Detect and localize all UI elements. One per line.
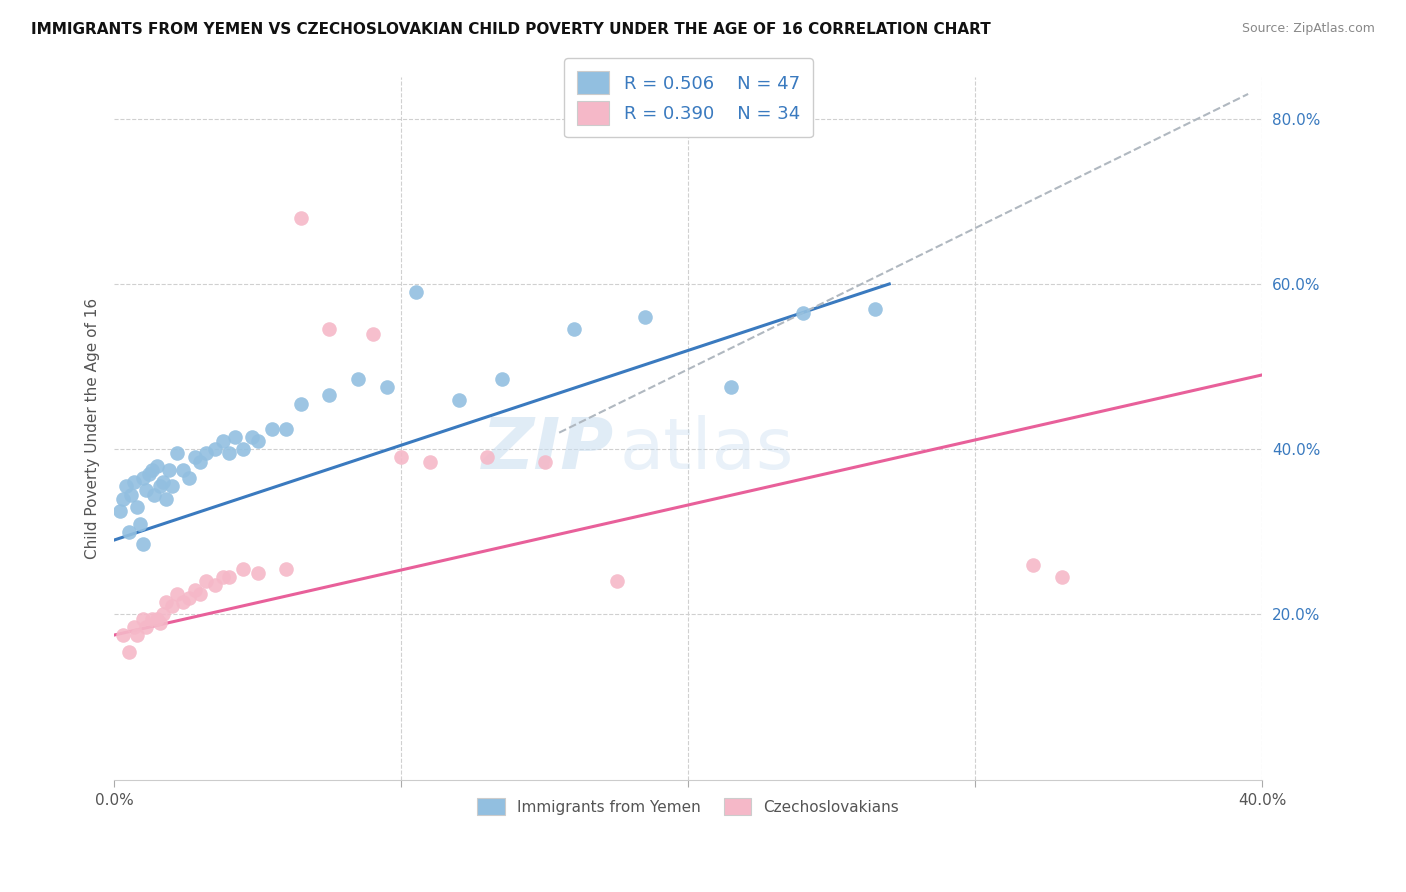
Point — [792, 306, 814, 320]
Point — [183, 450, 205, 465]
Point — [375, 380, 398, 394]
Point — [447, 392, 470, 407]
Point — [166, 446, 188, 460]
Point — [183, 582, 205, 597]
Point — [606, 574, 628, 589]
Point — [262, 421, 284, 435]
Point — [141, 611, 163, 625]
Text: atlas: atlas — [620, 415, 794, 484]
Point — [246, 434, 269, 448]
Point — [124, 620, 146, 634]
Point — [634, 310, 657, 324]
Point — [124, 475, 146, 490]
Point — [160, 479, 183, 493]
Point — [533, 454, 555, 468]
Point — [224, 430, 246, 444]
Point — [146, 458, 169, 473]
Point — [160, 599, 183, 614]
Point — [204, 442, 226, 457]
Point — [149, 615, 172, 630]
Point — [361, 326, 384, 341]
Point — [218, 570, 240, 584]
Point — [562, 322, 585, 336]
Point — [212, 570, 235, 584]
Y-axis label: Child Poverty Under the Age of 16: Child Poverty Under the Age of 16 — [86, 298, 100, 559]
Point — [1050, 570, 1073, 584]
Point — [405, 285, 427, 300]
Point — [290, 211, 312, 225]
Point — [141, 463, 163, 477]
Point — [152, 475, 174, 490]
Point — [212, 434, 235, 448]
Point — [232, 562, 254, 576]
Point — [138, 467, 160, 481]
Point — [172, 595, 194, 609]
Point — [188, 454, 211, 468]
Point — [318, 388, 340, 402]
Point — [111, 628, 134, 642]
Point — [155, 595, 177, 609]
Point — [240, 430, 263, 444]
Point — [177, 471, 200, 485]
Point — [108, 504, 131, 518]
Legend: Immigrants from Yemen, Czechoslovakians: Immigrants from Yemen, Czechoslovakians — [468, 789, 908, 824]
Point — [276, 421, 298, 435]
Point — [246, 566, 269, 580]
Point — [135, 483, 157, 498]
Point — [419, 454, 441, 468]
Point — [389, 450, 412, 465]
Point — [347, 372, 370, 386]
Point — [152, 607, 174, 622]
Point — [195, 574, 218, 589]
Point — [127, 500, 149, 514]
Point — [172, 463, 194, 477]
Point — [188, 587, 211, 601]
Point — [232, 442, 254, 457]
Point — [166, 587, 188, 601]
Point — [290, 397, 312, 411]
Point — [135, 620, 157, 634]
Point — [276, 562, 298, 576]
Point — [195, 446, 218, 460]
Point — [132, 611, 155, 625]
Point — [204, 578, 226, 592]
Point — [132, 537, 155, 551]
Point — [477, 450, 499, 465]
Text: ZIP: ZIP — [481, 415, 613, 484]
Text: Source: ZipAtlas.com: Source: ZipAtlas.com — [1241, 22, 1375, 36]
Point — [129, 516, 152, 531]
Point — [218, 446, 240, 460]
Point — [120, 487, 142, 501]
Point — [318, 322, 340, 336]
Point — [111, 491, 134, 506]
Point — [155, 491, 177, 506]
Point — [149, 479, 172, 493]
Point — [117, 644, 139, 658]
Point — [720, 380, 742, 394]
Point — [863, 301, 886, 316]
Point — [177, 591, 200, 605]
Point — [146, 611, 169, 625]
Point — [157, 463, 180, 477]
Point — [127, 628, 149, 642]
Text: IMMIGRANTS FROM YEMEN VS CZECHOSLOVAKIAN CHILD POVERTY UNDER THE AGE OF 16 CORRE: IMMIGRANTS FROM YEMEN VS CZECHOSLOVAKIAN… — [31, 22, 991, 37]
Point — [143, 487, 166, 501]
Point — [117, 524, 139, 539]
Point — [132, 471, 155, 485]
Point — [114, 479, 136, 493]
Point — [491, 372, 513, 386]
Point — [1022, 558, 1045, 572]
